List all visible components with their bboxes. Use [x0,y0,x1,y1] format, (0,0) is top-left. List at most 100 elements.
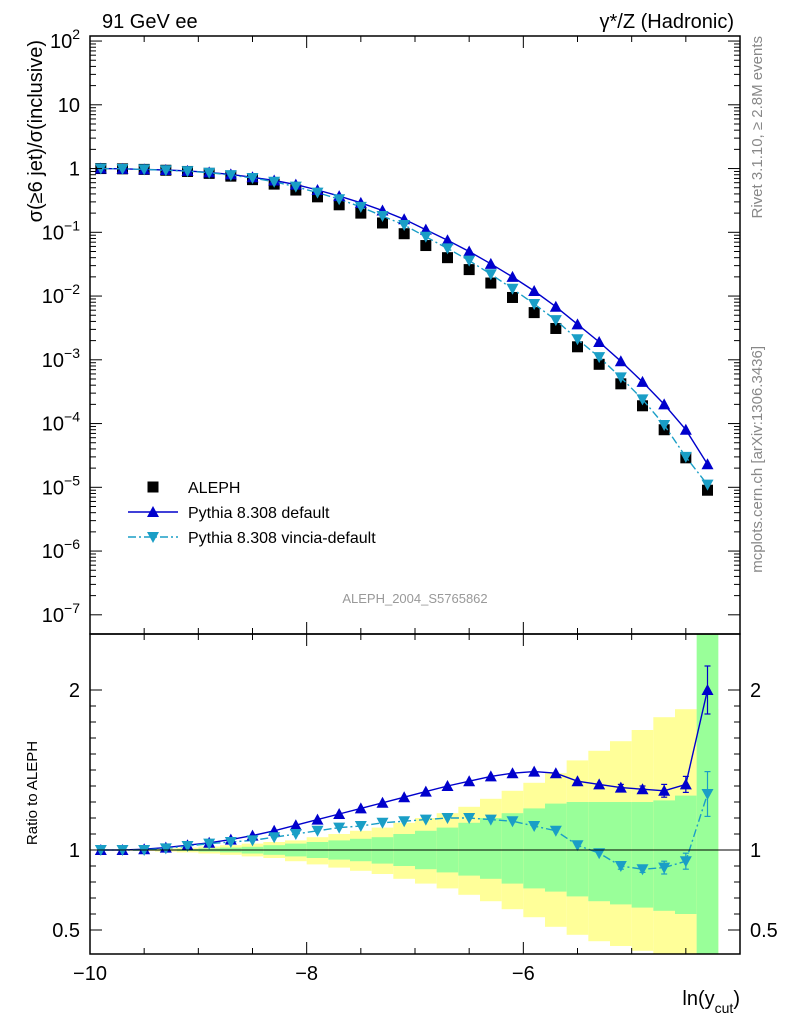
aleph-point [398,228,410,240]
ratio-pythia-default-point [571,775,584,787]
legend-label: Pythia 8.308 vincia-default [188,530,376,547]
inner-uncertainty-bin [545,803,567,892]
pythia-vincia-point [398,220,411,232]
legend-label: Pythia 8.308 default [188,505,330,522]
legend-marker-triangle-down [147,532,159,543]
upper-y-axis-label: σ(≥6 jet)/σ(inclusive) [25,40,47,222]
aleph-point [550,322,562,334]
ratio-pythia-vincia-point [658,862,671,874]
inner-uncertainty-bin [631,802,654,908]
pythia-default-point [549,300,562,312]
ratio-axes: 0.5 0.5 1 1 2 2 −10 −8 −6 [52,634,778,985]
ratio-pythia-default-point [333,808,346,819]
pythia-default-point [441,234,454,246]
ratio-pythia-default-point [354,802,367,814]
aleph-point [528,307,540,319]
ratio-pythia-vincia-point [268,832,281,844]
ratio-y-tick-label-right: 1 [750,840,761,862]
y-tick-label: 10−4 [42,409,80,436]
ratio-pythia-vincia-point [701,789,714,800]
ratio-y-tick-label-right: 2 [750,680,761,702]
ratio-pythia-vincia-point [333,822,346,834]
pythia-vincia-point [203,167,216,179]
legend-marker-triangle-up [147,506,159,517]
y-tick-label: 10−7 [42,600,80,627]
pythia-default-point [636,375,649,387]
y-tick-label: 10−6 [42,536,80,563]
ratio-pythia-default-point [614,781,627,793]
inner-uncertainty-bin [610,802,632,905]
aleph-point [442,252,453,264]
y-tick-label: 10−3 [42,345,80,372]
pythia-vincia-point [138,164,151,176]
pythia-vincia-point [289,181,302,193]
ratio-y-tick-label: 0.5 [52,920,80,942]
ratio-plot-series [94,665,714,876]
aleph-point [572,341,583,353]
ratio-pythia-default-point [441,780,454,791]
x-axis-label-subscript: cut [715,1000,734,1016]
pythia-vincia-point [116,163,129,175]
pythia-vincia-point [658,419,671,431]
ratio-y-tick-label-right: 0.5 [750,920,778,942]
ratio-pythia-vincia-point [571,840,584,852]
inner-uncertainty-bin [523,808,545,889]
ratio-pythia-default-point [658,784,671,796]
y-tick-label: 10−2 [42,281,80,308]
ratio-pythia-default-point [593,778,606,790]
legend-label: ALEPH [188,480,240,497]
ratio-pythia-vincia-point [593,848,606,860]
inner-uncertainty-bin [653,800,675,911]
aleph-point [420,240,432,252]
aleph-point [637,400,648,412]
y-tick-label: 10−5 [42,472,80,499]
ratio-pythia-default-point [289,819,302,831]
aleph-point [507,291,518,303]
legend-marker-square [147,481,159,493]
pythia-vincia-point [354,201,367,213]
header-right: γ*/Z (Hadronic) [600,11,734,33]
x-axis-label-close: ) [733,988,740,1010]
aleph-point [593,358,605,370]
pythia-vincia-point [549,315,562,327]
mcplots-label: mcplots.cern.ch [arXiv:1306.3436] [749,346,766,573]
pythia-vincia-point [636,394,649,406]
ratio-pythia-vincia-point [441,813,454,824]
ratio-pythia-default-point [463,775,476,787]
pythia-default-point [463,245,476,257]
ratio-pythia-vincia-point [419,814,432,826]
legend: ALEPH Pythia 8.308 default Pythia 8.308 vi… [128,480,376,547]
ratio-pythia-default-point [701,684,714,695]
pythia-default-point [571,318,584,330]
ratio-pythia-vincia-point [463,813,476,824]
inner-uncertainty-bin [501,813,524,884]
y-tick-label: 102 [50,26,80,53]
ratio-pythia-vincia-point [159,843,172,855]
ratio-pythia-vincia-point [246,835,259,847]
aleph-point [355,207,367,219]
aleph-point [615,378,627,390]
pythia-vincia-point [463,255,476,267]
ratio-y-axis-label: Ratio to ALEPH [24,741,41,845]
header-left: 91 GeV ee [102,11,198,33]
pythia-vincia-point [441,243,454,255]
pythia-default-line [100,167,709,465]
ratio-pythia-vincia-point [224,837,237,848]
pythia-vincia-point [614,372,627,384]
ratio-y-tick-label: 1 [69,840,80,862]
y-tick-label: 10 [58,95,80,117]
ratio-pythia-default-point [311,813,324,825]
ratio-pythia-default-point [549,767,562,779]
ratio-pythia-default-point [484,770,497,782]
pythia-vincia-point [701,479,714,491]
ratio-pythia-vincia-point [398,816,411,828]
pythia-vincia-point [484,269,497,281]
ratio-pythia-vincia-point [528,821,541,832]
x-tick-label: −6 [512,963,535,985]
pythia-vincia-point [528,299,541,311]
ratio-pythia-vincia-point [311,825,324,837]
pythia-default-point [679,423,692,435]
ratio-pythia-vincia-point [484,814,497,826]
aleph-point [377,217,388,229]
